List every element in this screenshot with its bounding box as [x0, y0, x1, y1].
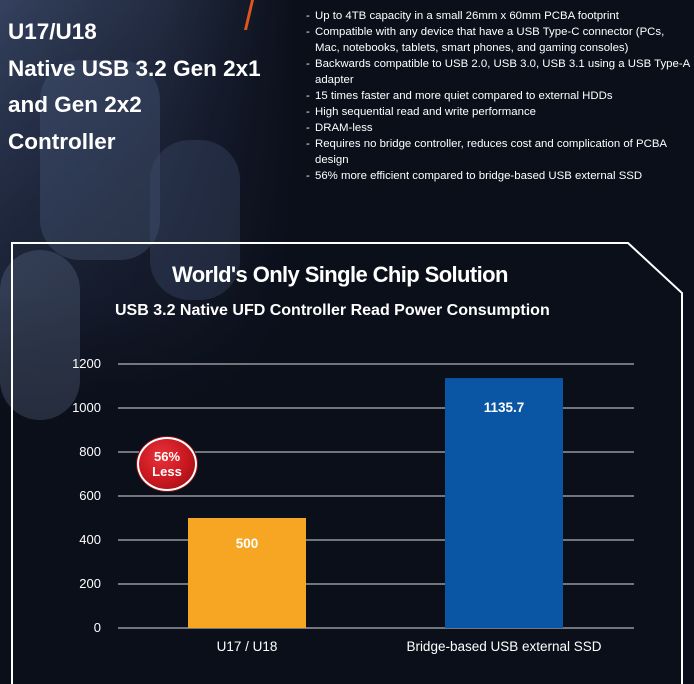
bar — [445, 378, 563, 628]
photo-window-shape — [0, 250, 80, 420]
background-photo — [0, 0, 300, 420]
headline-line: Controller — [8, 128, 116, 154]
x-category-label: U17 / U18 — [217, 639, 278, 654]
savings-badge: 56% Less — [137, 437, 197, 491]
headline-line: U17/U18 — [8, 19, 97, 44]
headline-line: and Gen 2x2 — [8, 92, 142, 117]
chart-subtitle: USB 3.2 Native UFD Controller Read Power… — [115, 302, 550, 319]
headline-line: Native USB 3.2 Gen 2x1 — [8, 55, 261, 81]
photo-figure-shape — [40, 60, 160, 260]
photo-figure-shape — [150, 140, 240, 300]
y-tick-label: 800 — [79, 444, 101, 459]
feature-item: High sequential read and write performan… — [306, 104, 692, 120]
feature-item: 15 times faster and more quiet compared … — [306, 88, 692, 104]
feature-list: Up to 4TB capacity in a small 26mm x 60m… — [306, 8, 692, 184]
y-tick-label: 1000 — [72, 400, 101, 415]
y-tick-label: 600 — [79, 488, 101, 503]
feature-item: DRAM-less — [306, 120, 692, 136]
product-headline: U17/U18 Native USB 3.2 Gen 2x1 and Gen 2… — [8, 14, 293, 160]
bar-value-label: 1135.7 — [484, 400, 525, 415]
y-tick-label: 0 — [94, 620, 101, 635]
y-tick-label: 200 — [79, 576, 101, 591]
feature-item: Compatible with any device that have a U… — [306, 24, 692, 56]
feature-item: 56% more efficient compared to bridge-ba… — [306, 168, 692, 184]
feature-item: Up to 4TB capacity in a small 26mm x 60m… — [306, 8, 692, 24]
bar-value-label: 500 — [236, 536, 259, 551]
badge-less: Less — [152, 464, 182, 479]
y-tick-label: 400 — [79, 532, 101, 547]
bar — [188, 518, 306, 628]
feature-item: Backwards compatible to USB 2.0, USB 3.0… — [306, 56, 692, 88]
y-tick-label: 1200 — [72, 356, 101, 371]
x-category-label: Bridge-based USB external SSD — [406, 639, 601, 654]
accent-slash — [244, 0, 254, 30]
chart-title: World's Only Single Chip Solution — [172, 262, 508, 287]
feature-item: Requires no bridge controller, reduces c… — [306, 136, 692, 168]
badge-percent: 56% — [153, 449, 181, 464]
